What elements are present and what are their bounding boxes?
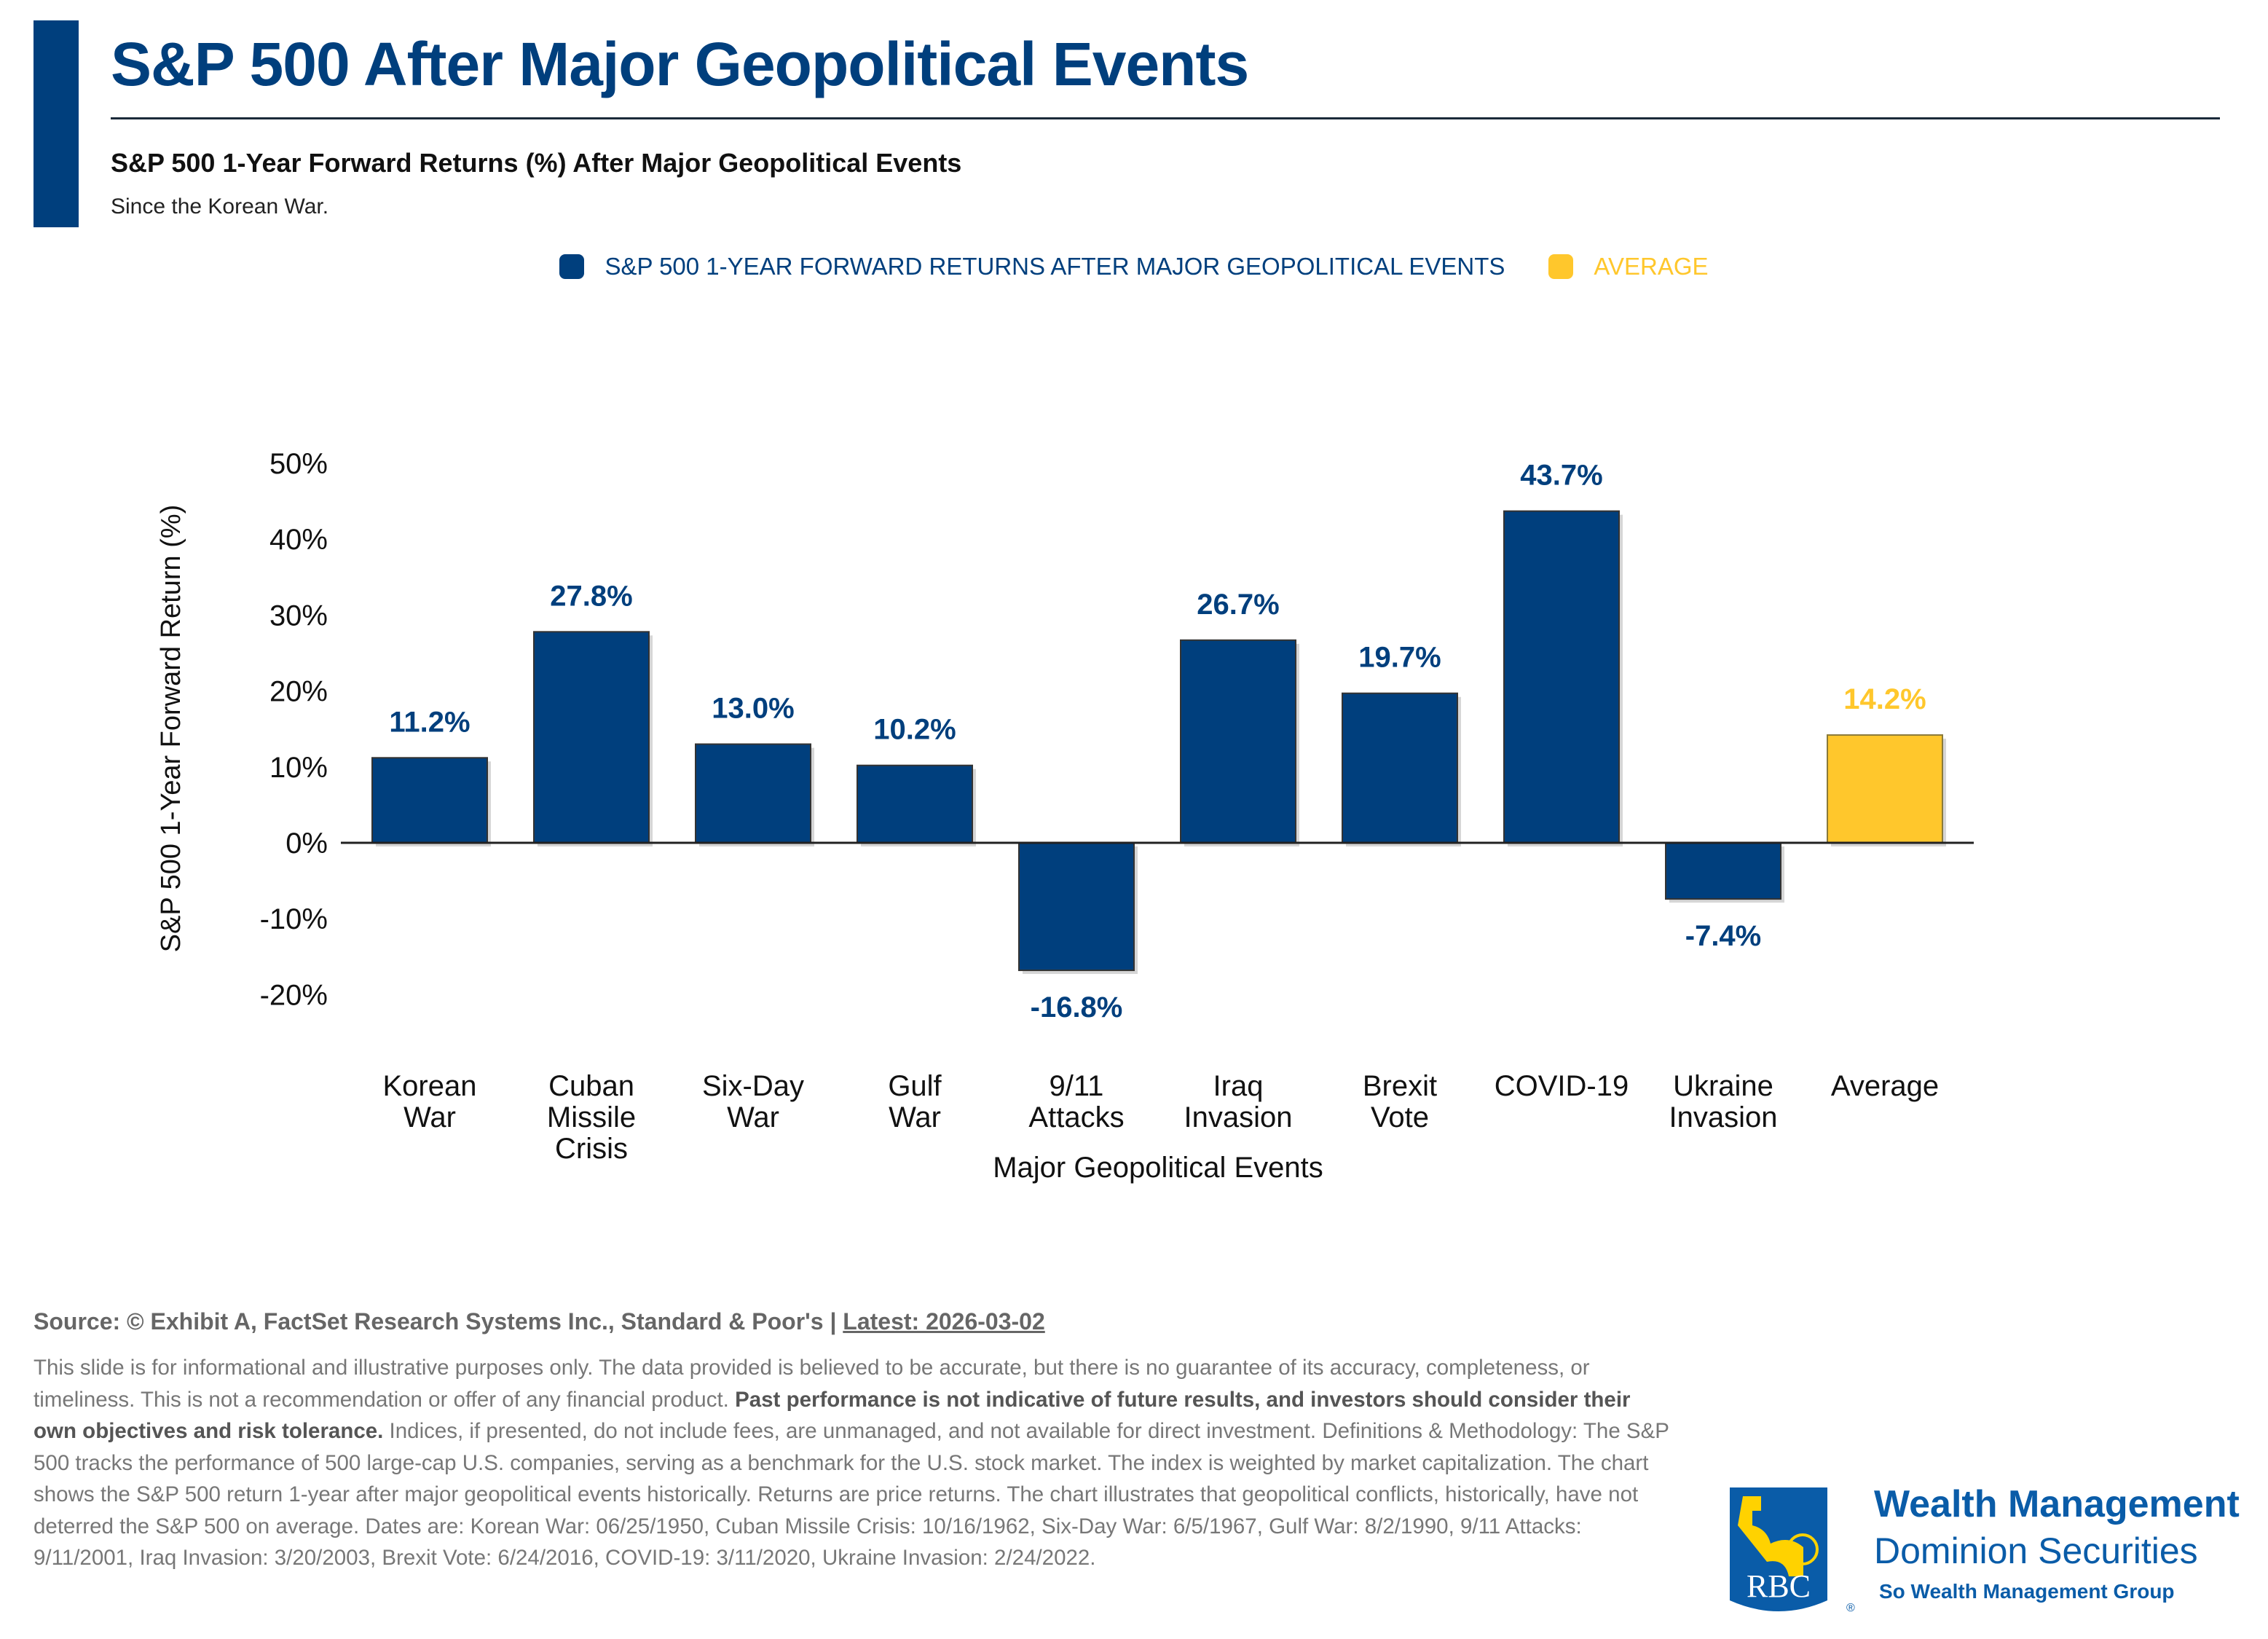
data-label: 11.2%: [389, 706, 470, 738]
disclaimer: This slide is for informational and illu…: [34, 1352, 1672, 1574]
y-tick-label: 40%: [269, 524, 328, 556]
x-tick-label: Average: [1831, 1070, 1939, 1102]
x-tick-label: COVID-19: [1495, 1070, 1629, 1102]
latest-date-link[interactable]: Latest: 2026-03-02: [843, 1308, 1045, 1335]
data-label: 14.2%: [1843, 683, 1926, 715]
x-tick-label: Crisis: [555, 1133, 628, 1165]
x-tick-label: Korean: [383, 1070, 477, 1102]
data-label: 27.8%: [550, 580, 632, 612]
x-axis-title: Major Geopolitical Events: [993, 1152, 1323, 1184]
bar: [371, 757, 488, 844]
x-tick-label: Six-Day: [702, 1070, 804, 1102]
logo-text: RBC: [1747, 1568, 1811, 1604]
page-title: S&P 500 After Major Geopolitical Events: [111, 30, 1249, 98]
x-tick-label: Invasion: [1184, 1101, 1293, 1133]
brand-line-2: Dominion Securities: [1874, 1530, 2198, 1571]
data-label: 10.2%: [873, 714, 956, 746]
title-divider: [111, 117, 2220, 119]
x-tick-label: War: [727, 1101, 779, 1133]
legend-swatch-events: [559, 254, 585, 279]
data-label: 19.7%: [1358, 642, 1441, 674]
legend-swatch-average: [1548, 254, 1574, 279]
disclaimer-bold: Past performance is not indicative of fu…: [34, 1387, 1631, 1444]
x-tick-label: Invasion: [1669, 1101, 1778, 1133]
y-tick-label: 30%: [269, 600, 328, 632]
data-label: 26.7%: [1197, 589, 1279, 621]
y-axis-title: S&P 500 1-Year Forward Return (%): [156, 505, 186, 953]
x-tick-label: 9/11: [1050, 1070, 1104, 1102]
x-tick-label: Ukraine: [1673, 1070, 1773, 1102]
source-text: Source: © Exhibit A, FactSet Research Sy…: [34, 1308, 843, 1335]
x-tick-label: Attacks: [1028, 1101, 1124, 1133]
disclaimer-text-1: This slide is for informational and illu…: [34, 1356, 1590, 1412]
bar: [533, 631, 650, 844]
x-tick-label: Cuban: [548, 1070, 634, 1102]
chart-note: Since the Korean War.: [111, 194, 329, 219]
y-tick-label: -10%: [260, 903, 328, 935]
x-tick-label: Missile: [547, 1101, 636, 1133]
data-label: 13.0%: [712, 693, 794, 725]
bar: [1665, 842, 1781, 900]
x-tick-label: Brexit: [1363, 1070, 1437, 1102]
y-tick-label: 20%: [269, 676, 328, 708]
data-label: -7.4%: [1685, 920, 1762, 952]
x-tick-label: War: [403, 1101, 456, 1133]
y-tick-label: 50%: [269, 448, 328, 480]
brand-line-1: Wealth Management: [1874, 1483, 2240, 1525]
legend: S&P 500 1-YEAR FORWARD RETURNS AFTER MAJ…: [0, 252, 2268, 281]
chart-subtitle: S&P 500 1-Year Forward Returns (%) After…: [111, 148, 962, 178]
legend-item-average: AVERAGE: [1548, 252, 1709, 281]
x-tick-label: Vote: [1371, 1101, 1429, 1133]
disclaimer-text-2: Indices, if presented, do not include fe…: [34, 1419, 1669, 1570]
x-tick-label: War: [889, 1101, 941, 1133]
data-label: -16.8%: [1031, 991, 1123, 1023]
rbc-logo: RBC ®: [1730, 1487, 1855, 1614]
bar: [1018, 842, 1135, 972]
brand-line-3: So Wealth Management Group: [1879, 1580, 2175, 1603]
bar: [1342, 692, 1458, 844]
accent-bar: [34, 20, 79, 227]
y-tick-label: 10%: [269, 752, 328, 784]
bar: [1180, 639, 1296, 844]
bar-average: [1827, 734, 1943, 844]
legend-item-events: S&P 500 1-YEAR FORWARD RETURNS AFTER MAJ…: [559, 252, 1505, 281]
source-line: Source: © Exhibit A, FactSet Research Sy…: [34, 1308, 1045, 1335]
bar-chart: 50% 40% 30% 20% 10% 0% -10% -20% S&P 500 1-Year …: [156, 448, 1974, 1184]
x-tick-label: Gulf: [888, 1070, 942, 1102]
registered-mark: ®: [1846, 1602, 1855, 1614]
bar: [1503, 510, 1620, 844]
y-tick-label: -20%: [260, 979, 328, 1011]
bar: [695, 743, 811, 844]
y-tick-label: 0%: [286, 828, 328, 860]
bar: [857, 764, 973, 844]
legend-label-average: AVERAGE: [1594, 253, 1709, 280]
legend-label-events: S&P 500 1-YEAR FORWARD RETURNS AFTER MAJ…: [605, 253, 1505, 280]
data-label: 43.7%: [1520, 460, 1602, 492]
x-tick-label: Iraq: [1213, 1070, 1264, 1102]
